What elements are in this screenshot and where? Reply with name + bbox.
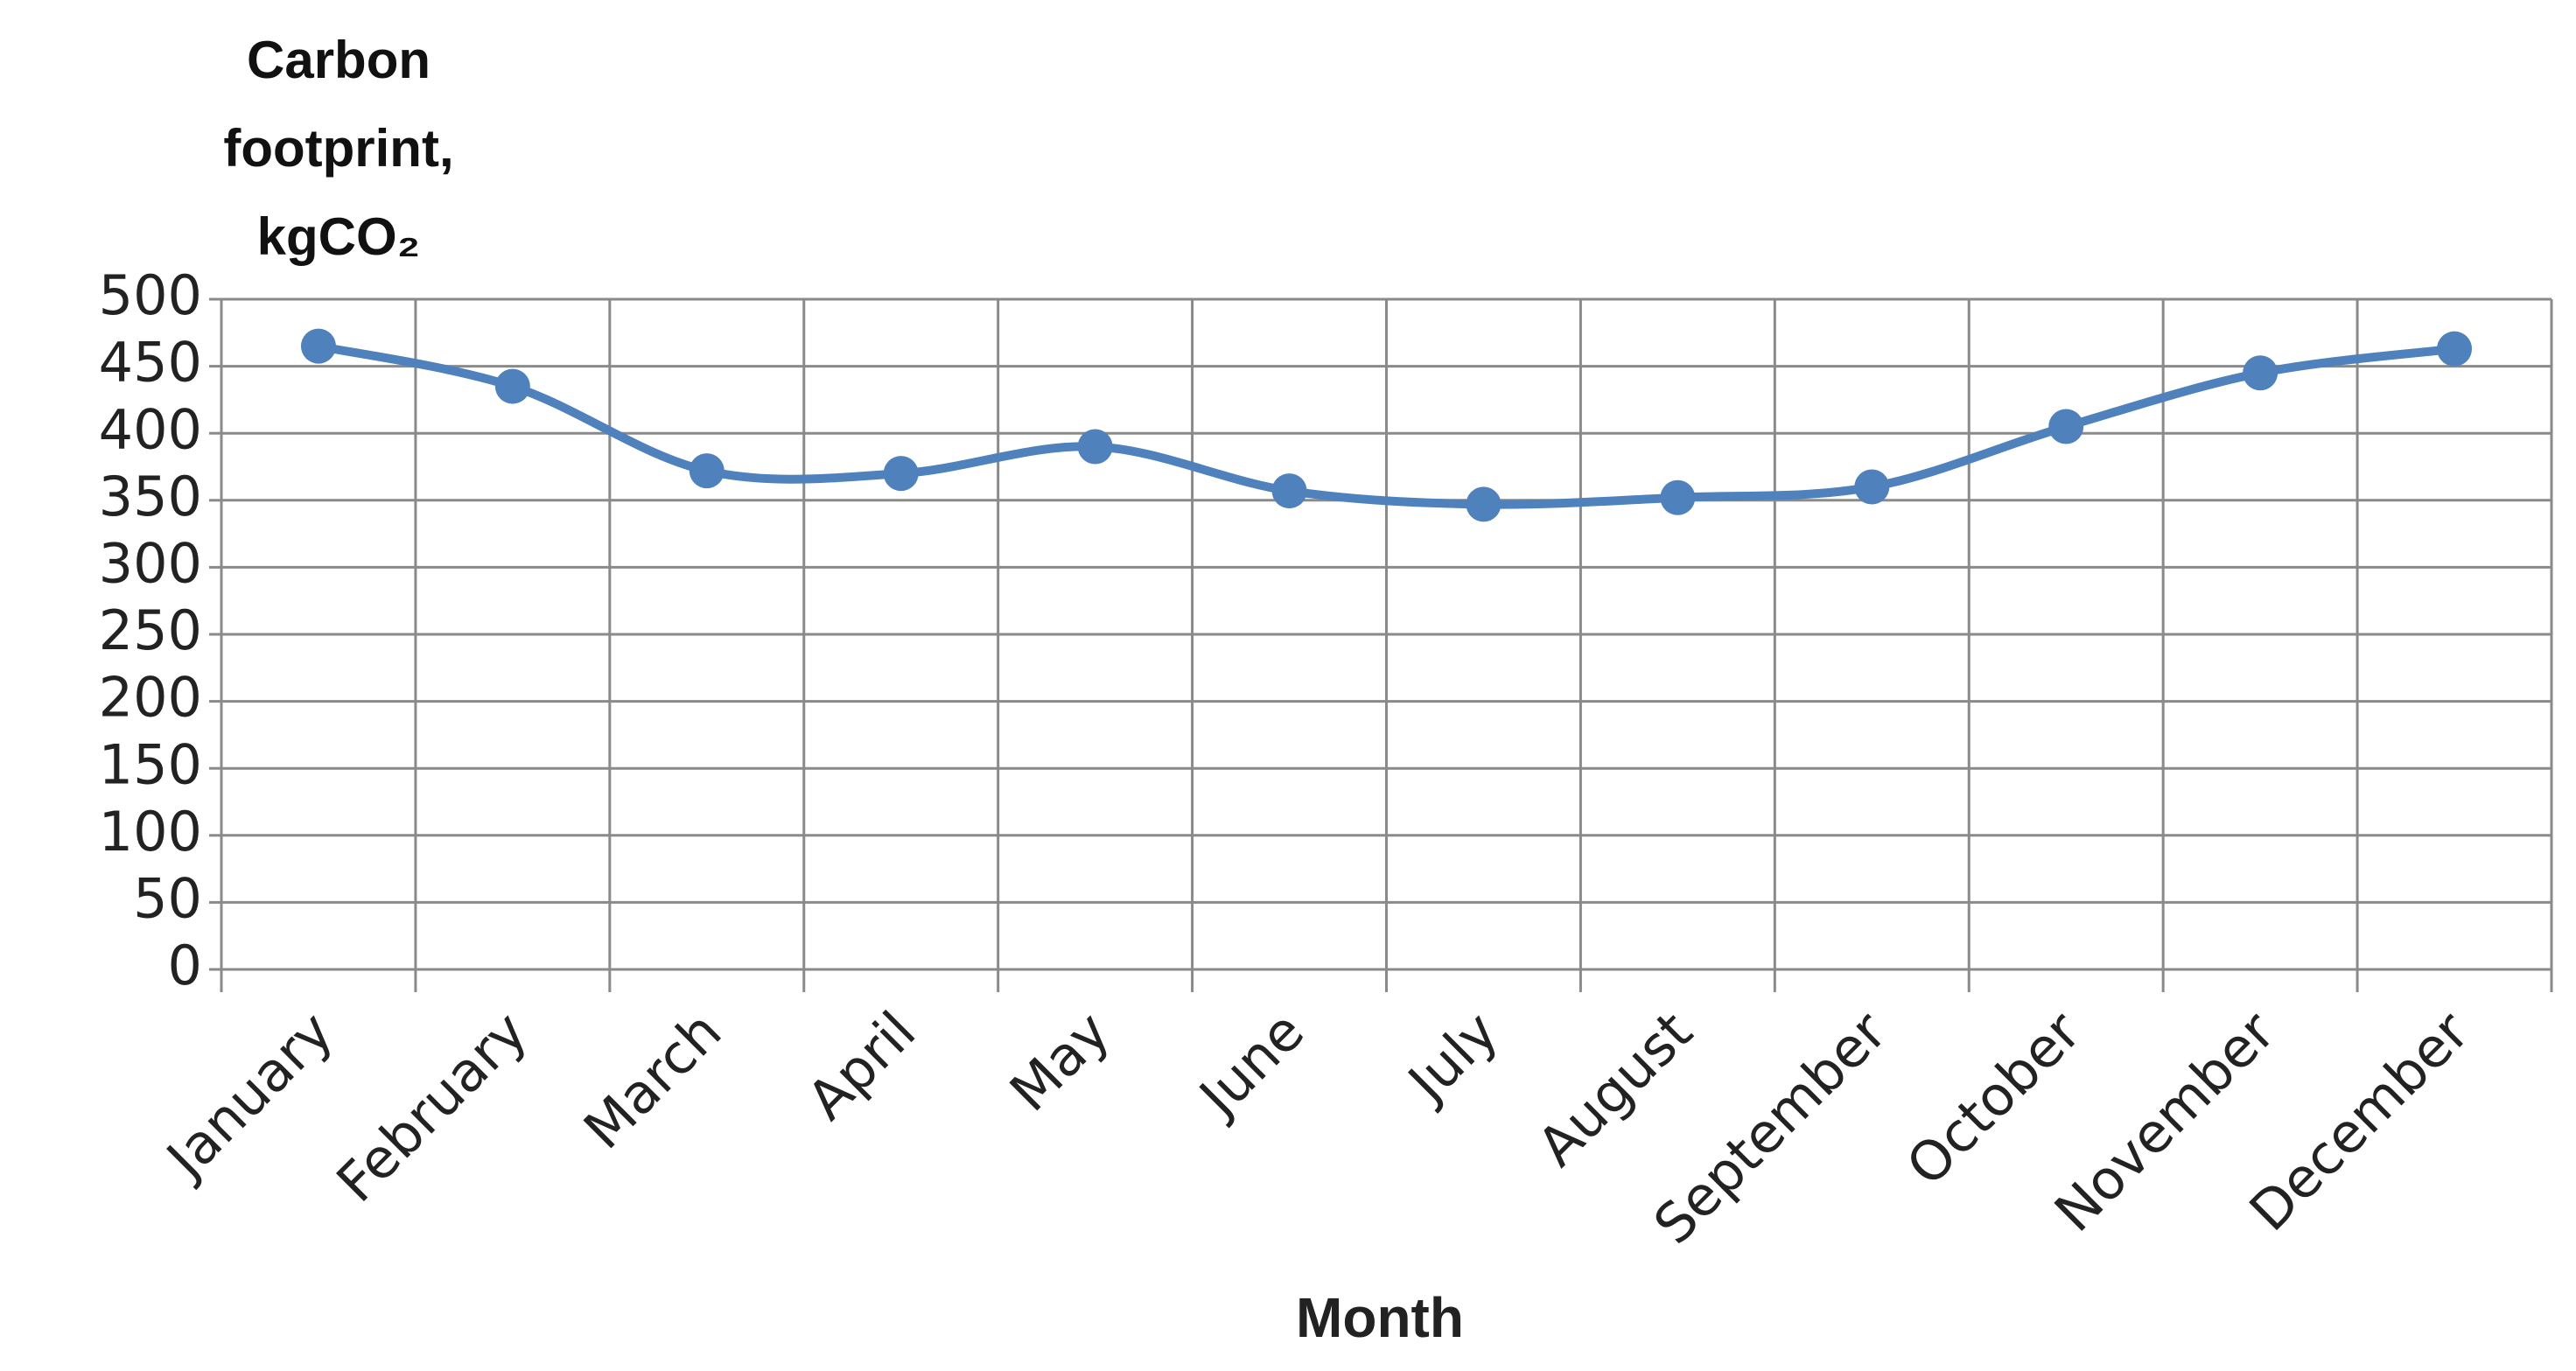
x-tick-label: June: [1185, 999, 1316, 1130]
x-tick-label: March: [571, 999, 733, 1161]
data-point: [2243, 355, 2278, 391]
y-tick-label: 50: [133, 866, 202, 930]
data-point: [883, 456, 919, 492]
y-tick-label: 350: [99, 465, 202, 528]
data-point: [1077, 429, 1113, 465]
x-tick-label: February: [325, 999, 540, 1214]
x-tick-label: April: [794, 999, 928, 1132]
data-point: [1466, 486, 1502, 522]
data-point: [1271, 473, 1307, 509]
data-point: [494, 368, 530, 404]
x-tick-label: January: [152, 999, 346, 1193]
y-tick-label: 100: [99, 800, 202, 864]
y-tick-label: 150: [99, 732, 202, 796]
y-tick-label: 300: [99, 531, 202, 595]
data-point: [2048, 409, 2084, 444]
y-tick-label: 250: [99, 598, 202, 662]
x-tick-label: October: [1894, 999, 2093, 1198]
y-tick-label: 200: [99, 666, 202, 730]
data-point: [1854, 469, 1890, 505]
data-point: [689, 453, 724, 489]
data-line: [317, 341, 2455, 509]
x-tick-label: July: [1394, 999, 1510, 1116]
y-tick-label: 0: [168, 934, 202, 997]
data-point: [300, 328, 336, 364]
x-axis-title: Month: [1296, 1286, 1464, 1349]
y-tick-label: 500: [99, 263, 202, 327]
y-axis-title: Carbon footprint, kgCO₂: [223, 31, 454, 266]
data-point: [1660, 479, 1696, 515]
data-point: [2437, 331, 2473, 367]
y-tick-label: 450: [99, 331, 202, 395]
x-tick-label: May: [998, 999, 1122, 1123]
x-tick-label: August: [1525, 999, 1704, 1179]
y-tick-label: 400: [99, 397, 202, 461]
